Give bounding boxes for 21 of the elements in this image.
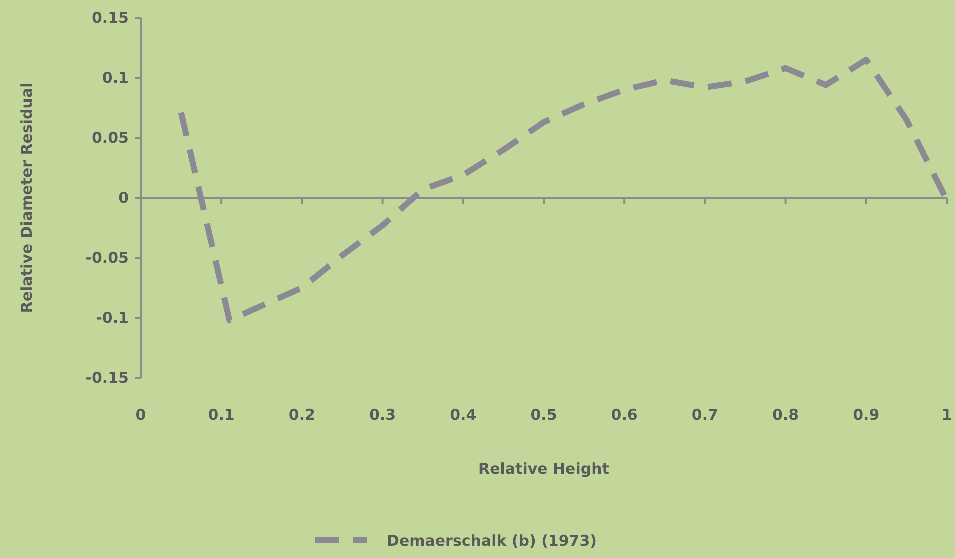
y-axis-title: Relative Diameter Residual — [18, 82, 36, 314]
y-tick-label: -0.15 — [86, 368, 129, 387]
x-tick-label: 0 — [136, 406, 146, 424]
y-tick-label: 0.05 — [92, 128, 129, 147]
x-tick-label: 0.6 — [611, 406, 638, 424]
x-tick-label: 0.8 — [772, 406, 800, 424]
y-tick-label: 0.1 — [102, 68, 129, 87]
y-tick-label: 0 — [118, 188, 129, 207]
x-tick-label: 0.1 — [208, 406, 235, 424]
x-tick-label: 0.4 — [450, 406, 477, 424]
y-tick-label: -0.05 — [86, 248, 129, 267]
x-tick-label: 0.5 — [530, 406, 558, 424]
x-tick-label: 1 — [942, 406, 952, 424]
x-tick-label: 0.7 — [692, 406, 718, 424]
y-tick-label: -0.1 — [96, 308, 129, 327]
x-axis-title: Relative Height — [478, 460, 610, 478]
x-tick-label: 0.9 — [853, 406, 880, 424]
y-tick-label: 0.15 — [92, 8, 129, 27]
x-tick-label: 0.2 — [288, 406, 316, 424]
legend-label: Demaerschalk (b) (1973) — [387, 532, 598, 550]
x-tick-label: 0.3 — [370, 406, 396, 424]
